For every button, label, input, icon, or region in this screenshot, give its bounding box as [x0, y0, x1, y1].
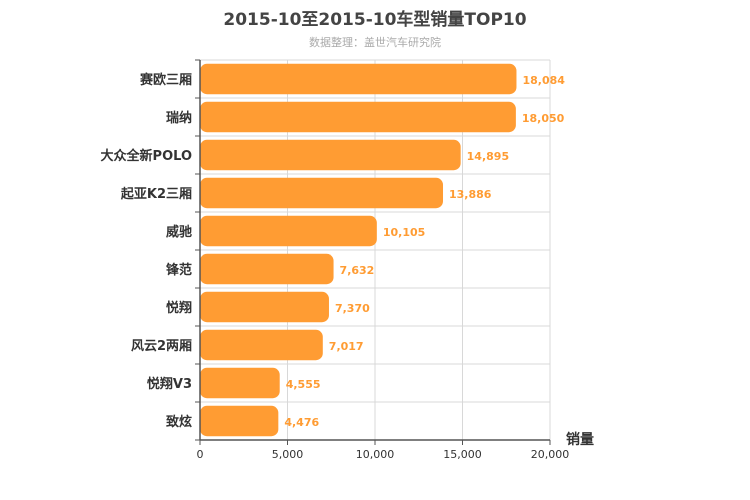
value-label: 18,050	[522, 112, 565, 125]
x-tick-label: 0	[197, 448, 204, 461]
chart-title: 2015-10至2015-10车型销量TOP10	[223, 10, 527, 30]
value-label: 14,895	[467, 150, 509, 163]
x-tick-label: 15,000	[443, 448, 482, 461]
category-label: 悦翔	[166, 300, 192, 316]
value-label: 4,555	[286, 378, 321, 391]
category-label: 致炫	[166, 414, 192, 430]
category-label: 锋范	[166, 262, 192, 278]
bar	[200, 101, 516, 133]
grid	[199, 59, 551, 441]
category-label: 威驰	[166, 224, 192, 240]
value-label: 4,476	[284, 416, 319, 429]
bar	[200, 367, 280, 399]
x-axis-title: 销量	[566, 431, 594, 448]
value-label: 10,105	[383, 226, 425, 239]
bar	[200, 291, 329, 323]
category-label: 赛欧三厢	[139, 72, 192, 88]
value-label: 7,017	[329, 340, 364, 353]
bar	[200, 177, 444, 209]
category-label: 悦翔V3	[147, 376, 192, 392]
x-tick-label: 5,000	[272, 448, 304, 461]
bar	[200, 405, 279, 437]
value-label: 18,084	[522, 74, 565, 87]
bar	[200, 215, 377, 247]
x-tick-label: 10,000	[356, 448, 395, 461]
category-label: 起亚K2三厢	[120, 186, 192, 202]
value-label: 7,370	[335, 302, 370, 315]
bar	[200, 63, 517, 95]
bars: 18,084 18,050 14,895 13,886 10,105 7,632 7,370…	[200, 63, 565, 437]
chart-subtitle: 数据整理：盖世汽车研究院	[309, 36, 441, 49]
value-label: 13,886	[449, 188, 492, 201]
x-tick-label: 20,000	[531, 448, 570, 461]
bar	[200, 253, 334, 285]
bar	[200, 139, 461, 171]
category-label: 风云2两厢	[131, 339, 192, 354]
bar	[200, 329, 323, 361]
value-label: 7,632	[340, 264, 375, 277]
category-label: 大众全新POLO	[101, 148, 192, 164]
category-label: 瑞纳	[166, 110, 192, 126]
